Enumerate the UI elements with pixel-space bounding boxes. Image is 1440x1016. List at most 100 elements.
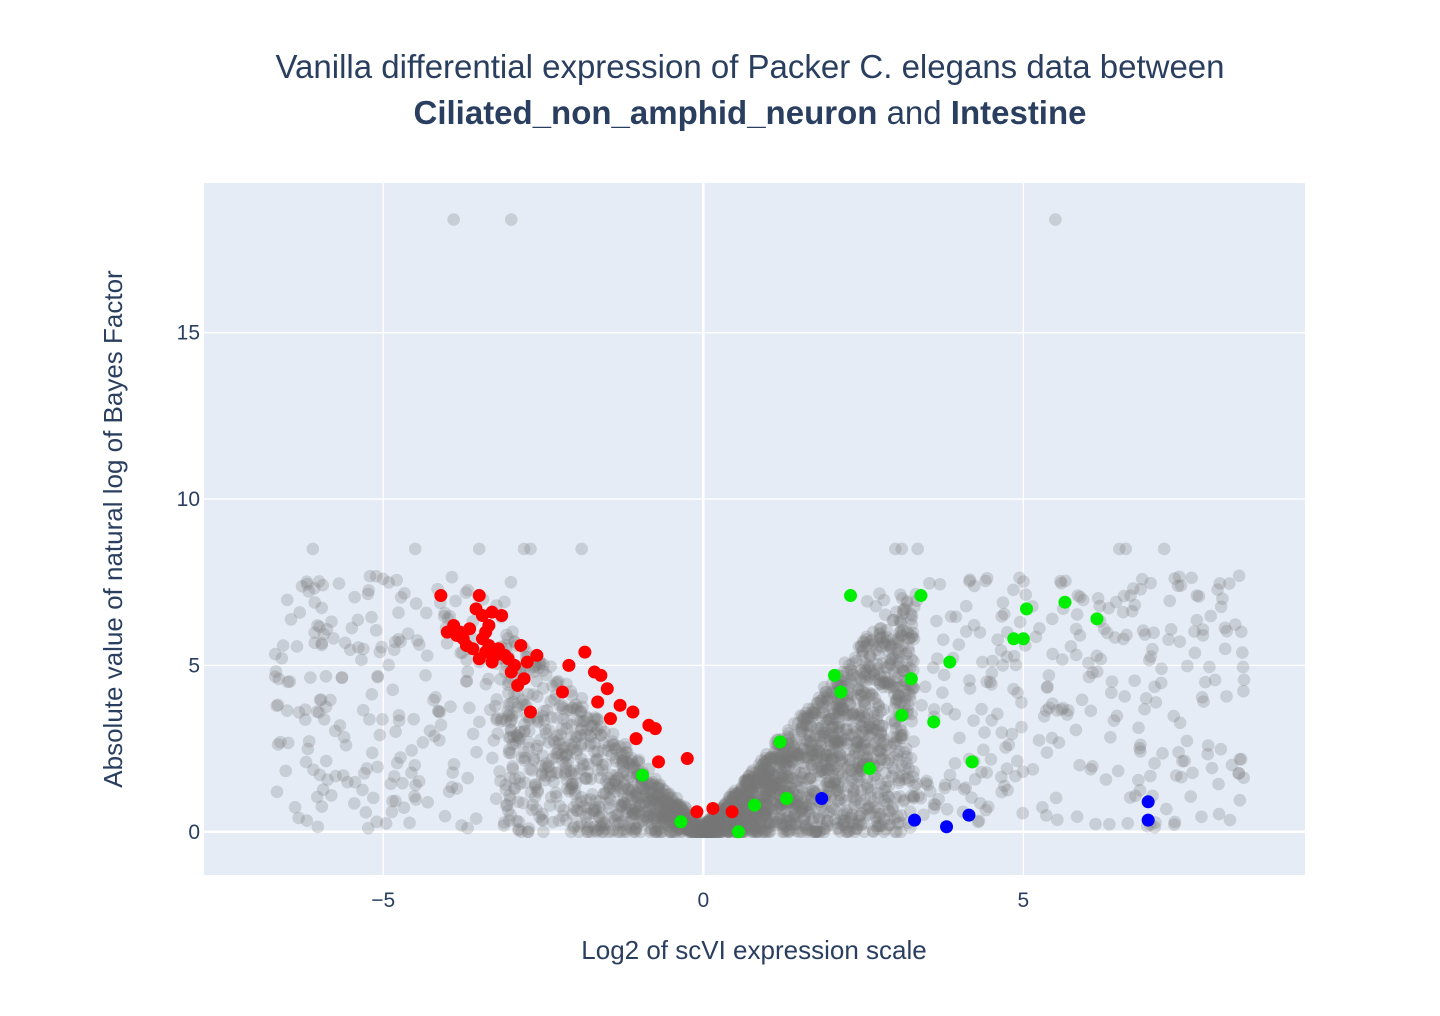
background-gene-point bbox=[1204, 609, 1217, 623]
background-gene-point bbox=[858, 793, 872, 806]
background-gene-point bbox=[815, 726, 829, 740]
background-gene-point bbox=[855, 720, 869, 733]
background-gene-point bbox=[786, 771, 800, 785]
background-gene-point bbox=[819, 685, 833, 699]
background-gene-point bbox=[899, 742, 913, 756]
background-gene-point bbox=[1201, 747, 1215, 761]
background-gene-point bbox=[1076, 593, 1090, 607]
background-gene-point bbox=[853, 809, 867, 822]
background-gene-point bbox=[880, 661, 894, 675]
background-gene-point bbox=[775, 775, 789, 788]
background-gene-point bbox=[337, 730, 351, 744]
background-gene-point bbox=[872, 700, 886, 714]
background-gene-point bbox=[842, 728, 855, 741]
background-gene-point bbox=[815, 736, 828, 749]
background-gene-point bbox=[706, 819, 720, 832]
background-gene-point bbox=[775, 771, 789, 784]
background-gene-point bbox=[779, 819, 793, 832]
background-gene-point bbox=[824, 727, 838, 740]
background-gene-point bbox=[1011, 686, 1024, 700]
background-gene-point bbox=[890, 675, 903, 689]
background-gene-point bbox=[701, 815, 714, 829]
background-gene-point bbox=[772, 782, 785, 795]
background-gene-point bbox=[819, 748, 833, 761]
background-gene-point bbox=[749, 820, 763, 833]
background-gene-point bbox=[863, 801, 877, 815]
background-gene-point bbox=[765, 773, 778, 787]
background-gene-point bbox=[701, 825, 714, 839]
background-gene-point bbox=[703, 814, 716, 827]
background-gene-point bbox=[755, 825, 769, 839]
background-gene-point bbox=[697, 823, 711, 837]
background-gene-point bbox=[697, 825, 710, 839]
background-gene-point bbox=[503, 730, 517, 744]
background-gene-point bbox=[811, 721, 825, 735]
background-gene-point bbox=[841, 761, 854, 774]
background-gene-point bbox=[823, 775, 837, 788]
background-gene-point bbox=[776, 745, 790, 759]
background-gene-point bbox=[795, 804, 809, 817]
background-gene-point bbox=[938, 778, 952, 792]
background-gene-point bbox=[470, 745, 483, 759]
background-gene-point bbox=[711, 818, 725, 831]
background-gene-point bbox=[884, 641, 897, 655]
background-gene-point bbox=[745, 818, 759, 831]
background-gene-point bbox=[317, 712, 331, 726]
background-gene-point bbox=[866, 824, 880, 838]
background-gene-point bbox=[1223, 577, 1236, 590]
background-gene-point bbox=[715, 824, 729, 837]
background-gene-point bbox=[765, 794, 778, 808]
background-gene-point bbox=[319, 754, 333, 768]
background-gene-point bbox=[705, 815, 719, 829]
background-gene-point bbox=[806, 702, 820, 715]
background-gene-point bbox=[389, 725, 402, 738]
background-gene-point bbox=[835, 752, 849, 765]
background-gene-point bbox=[726, 791, 740, 805]
background-gene-point bbox=[701, 818, 714, 832]
background-gene-point bbox=[832, 735, 845, 748]
background-gene-point bbox=[805, 771, 818, 784]
background-gene-point bbox=[839, 821, 853, 834]
background-gene-point bbox=[842, 825, 856, 839]
background-gene-point bbox=[825, 754, 838, 768]
background-gene-point bbox=[793, 799, 806, 813]
background-gene-point bbox=[697, 825, 711, 838]
y-tick-label: 0 bbox=[188, 821, 200, 844]
background-gene-point bbox=[892, 626, 906, 640]
background-gene-point bbox=[766, 752, 780, 766]
background-gene-point bbox=[833, 796, 846, 809]
background-gene-point bbox=[831, 720, 845, 734]
background-gene-point bbox=[419, 669, 432, 682]
background-gene-point bbox=[759, 799, 773, 812]
background-gene-point bbox=[787, 728, 801, 742]
background-gene-point bbox=[700, 824, 713, 838]
background-gene-point bbox=[541, 760, 555, 774]
x-axis-title: Log2 of scVI expression scale bbox=[581, 935, 926, 965]
background-gene-point bbox=[1138, 702, 1151, 716]
background-gene-point bbox=[830, 784, 844, 797]
background-gene-point bbox=[1214, 742, 1228, 756]
background-gene-point bbox=[837, 674, 851, 688]
background-gene-point bbox=[1116, 605, 1130, 619]
background-gene-point bbox=[813, 769, 827, 783]
background-gene-point bbox=[717, 824, 731, 838]
background-gene-point bbox=[738, 789, 752, 803]
background-gene-point bbox=[1212, 777, 1225, 791]
background-gene-point bbox=[902, 641, 915, 655]
background-gene-point bbox=[767, 771, 780, 784]
background-gene-point bbox=[1124, 589, 1137, 602]
background-gene-point bbox=[777, 825, 791, 839]
background-gene-point bbox=[806, 706, 820, 719]
background-gene-point bbox=[795, 781, 809, 794]
background-gene-point bbox=[463, 701, 476, 715]
background-gene-point bbox=[797, 767, 811, 781]
background-gene-point bbox=[702, 814, 715, 828]
y-tick-label: 15 bbox=[177, 322, 200, 345]
background-gene-point bbox=[805, 792, 818, 805]
background-gene-point bbox=[821, 688, 835, 702]
background-gene-point bbox=[701, 823, 715, 837]
background-gene-point bbox=[926, 661, 940, 674]
x-tick-label: 0 bbox=[697, 889, 709, 912]
background-gene-point bbox=[809, 825, 823, 839]
background-gene-point bbox=[914, 791, 927, 805]
